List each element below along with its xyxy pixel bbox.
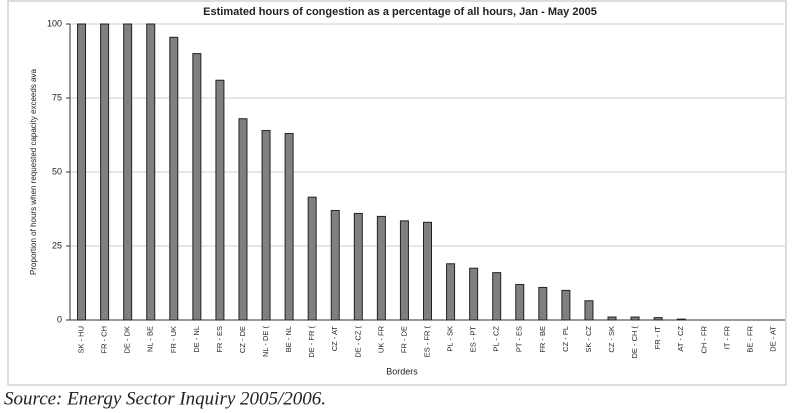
x-tick-label: PL - CZ bbox=[492, 326, 501, 352]
bar bbox=[607, 316, 617, 321]
bar bbox=[284, 133, 294, 321]
x-tick-label: PL - SK bbox=[446, 326, 455, 352]
y-tick-label: 25 bbox=[52, 240, 62, 250]
x-tick-label: CZ - AT bbox=[330, 326, 339, 352]
x-tick-label: DE - DK bbox=[123, 326, 132, 354]
x-tick-label: CZ - PL bbox=[561, 326, 570, 352]
x-tick-label: DE - CZ ( bbox=[353, 326, 362, 358]
x-tick-label: SK - CZ bbox=[584, 326, 593, 353]
bar bbox=[515, 283, 525, 321]
bar bbox=[261, 130, 271, 321]
x-tick-label: FR - CH bbox=[100, 326, 109, 354]
bar bbox=[353, 212, 363, 321]
y-tick-label: 100 bbox=[47, 18, 62, 28]
x-tick-label: DE - FR ( bbox=[307, 326, 316, 358]
x-tick-label: BE - NL bbox=[284, 326, 293, 352]
x-tick-label: ES - FR ( bbox=[422, 325, 431, 357]
bar bbox=[307, 196, 317, 321]
bar bbox=[123, 23, 133, 321]
bar bbox=[630, 316, 640, 321]
x-tick-label: FR - DE bbox=[399, 326, 408, 353]
bar bbox=[376, 215, 386, 321]
x-tick-label: FR - ES bbox=[215, 326, 224, 353]
x-tick-label: NL - DE ( bbox=[261, 326, 270, 357]
bar bbox=[446, 263, 456, 321]
x-tick-label: CZ - DE bbox=[238, 326, 247, 353]
x-tick-label: UK - FR bbox=[376, 325, 385, 353]
x-tick-label: FR - UK bbox=[169, 326, 178, 353]
bar bbox=[492, 272, 502, 321]
bar bbox=[77, 23, 87, 321]
bar bbox=[538, 286, 548, 321]
bar bbox=[584, 300, 594, 321]
source-note: Source: Energy Sector Inquiry 2005/2006. bbox=[4, 388, 326, 409]
x-tick-label: DE - NL bbox=[192, 326, 201, 353]
x-tick-label: SK - HU bbox=[77, 326, 86, 354]
y-tick-label: 50 bbox=[52, 166, 62, 176]
x-tick-label: FR - IT bbox=[653, 326, 662, 350]
chart-title: Estimated hours of congestion as a perce… bbox=[203, 6, 597, 18]
x-tick-label: FR - BE bbox=[538, 326, 547, 353]
x-tick-label: BE - FR bbox=[745, 325, 754, 352]
bar bbox=[399, 220, 409, 321]
bar bbox=[423, 221, 432, 321]
x-tick-label: ES - PT bbox=[469, 326, 478, 353]
bar bbox=[561, 289, 571, 321]
bar bbox=[215, 79, 225, 321]
bar bbox=[469, 267, 479, 321]
y-tick-label: 75 bbox=[52, 92, 62, 102]
bar bbox=[169, 36, 179, 321]
bar bbox=[653, 317, 663, 321]
x-tick-label: DE - AT bbox=[768, 326, 777, 352]
x-tick-label: CZ - SK bbox=[607, 326, 616, 353]
x-tick-label: PT - ES bbox=[515, 326, 524, 352]
y-tick-label: 0 bbox=[57, 314, 62, 324]
bar bbox=[192, 53, 202, 321]
y-axis-label: Proportion of hours when requested capac… bbox=[29, 69, 38, 275]
bar bbox=[100, 23, 110, 321]
bar bbox=[676, 318, 686, 321]
bar bbox=[330, 209, 340, 321]
x-tick-label: DE - CH ( bbox=[630, 326, 639, 359]
x-tick-label: AT - CZ bbox=[676, 326, 685, 352]
bar bbox=[146, 23, 156, 321]
x-tick-label: NL - BE bbox=[146, 326, 155, 352]
x-tick-label: CH - FR bbox=[699, 325, 708, 353]
bar bbox=[238, 118, 248, 321]
x-axis-label: Borders bbox=[386, 366, 418, 376]
chart-frame bbox=[7, 0, 787, 386]
x-tick-label: IT - FR bbox=[722, 325, 731, 349]
